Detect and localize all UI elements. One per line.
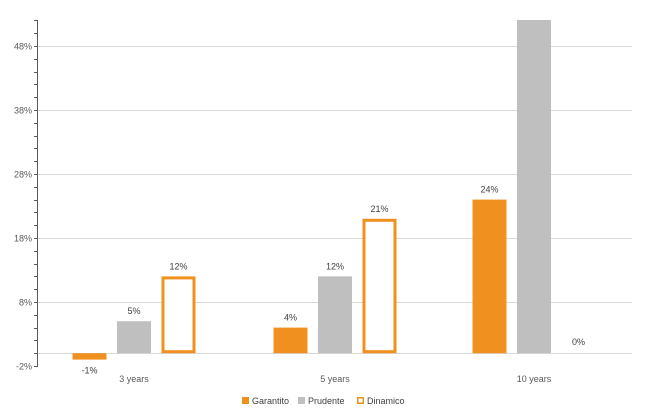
legend-swatch	[298, 397, 305, 404]
bar	[362, 218, 397, 354]
bar	[117, 321, 151, 354]
data-label: 4%	[284, 313, 297, 323]
y-tick-label: 18%	[14, 234, 32, 244]
bar	[72, 353, 107, 360]
legend-swatch	[242, 397, 249, 404]
y-axis: -2% 8% 18% 28% 38% 48%	[14, 20, 38, 372]
data-label: -1%	[81, 366, 97, 376]
data-label: 24%	[480, 185, 498, 195]
bar	[472, 199, 507, 354]
y-tick-label: 38%	[14, 106, 32, 116]
legend-label: Dinamico	[367, 396, 405, 406]
bar	[161, 276, 196, 354]
bar	[318, 276, 352, 354]
bar	[273, 327, 308, 354]
x-axis-labels: 3 years 5 years 10 years	[119, 374, 552, 384]
legend-swatch	[357, 397, 364, 404]
legend-label: Prudente	[308, 396, 345, 406]
data-label: 21%	[370, 204, 388, 214]
legend: Garantito Prudente Dinamico	[242, 396, 405, 406]
data-label: 5%	[127, 306, 140, 316]
y-tick-label: 48%	[14, 42, 32, 52]
x-tick-label: 10 years	[517, 374, 552, 384]
y-tick-label: -2%	[16, 362, 32, 372]
y-tick-label: 28%	[14, 170, 32, 180]
data-label: 12%	[169, 261, 187, 271]
y-tick-label: 8%	[19, 298, 32, 308]
data-label: 0%	[572, 337, 585, 347]
data-label: 12%	[326, 261, 344, 271]
x-tick-label: 5 years	[320, 374, 350, 384]
legend-label: Garantito	[252, 396, 289, 406]
bars: -1% 4% 24% 5% 12% 12% 21% 0%	[72, 20, 585, 376]
x-tick-label: 3 years	[119, 374, 149, 384]
bar	[517, 20, 551, 354]
